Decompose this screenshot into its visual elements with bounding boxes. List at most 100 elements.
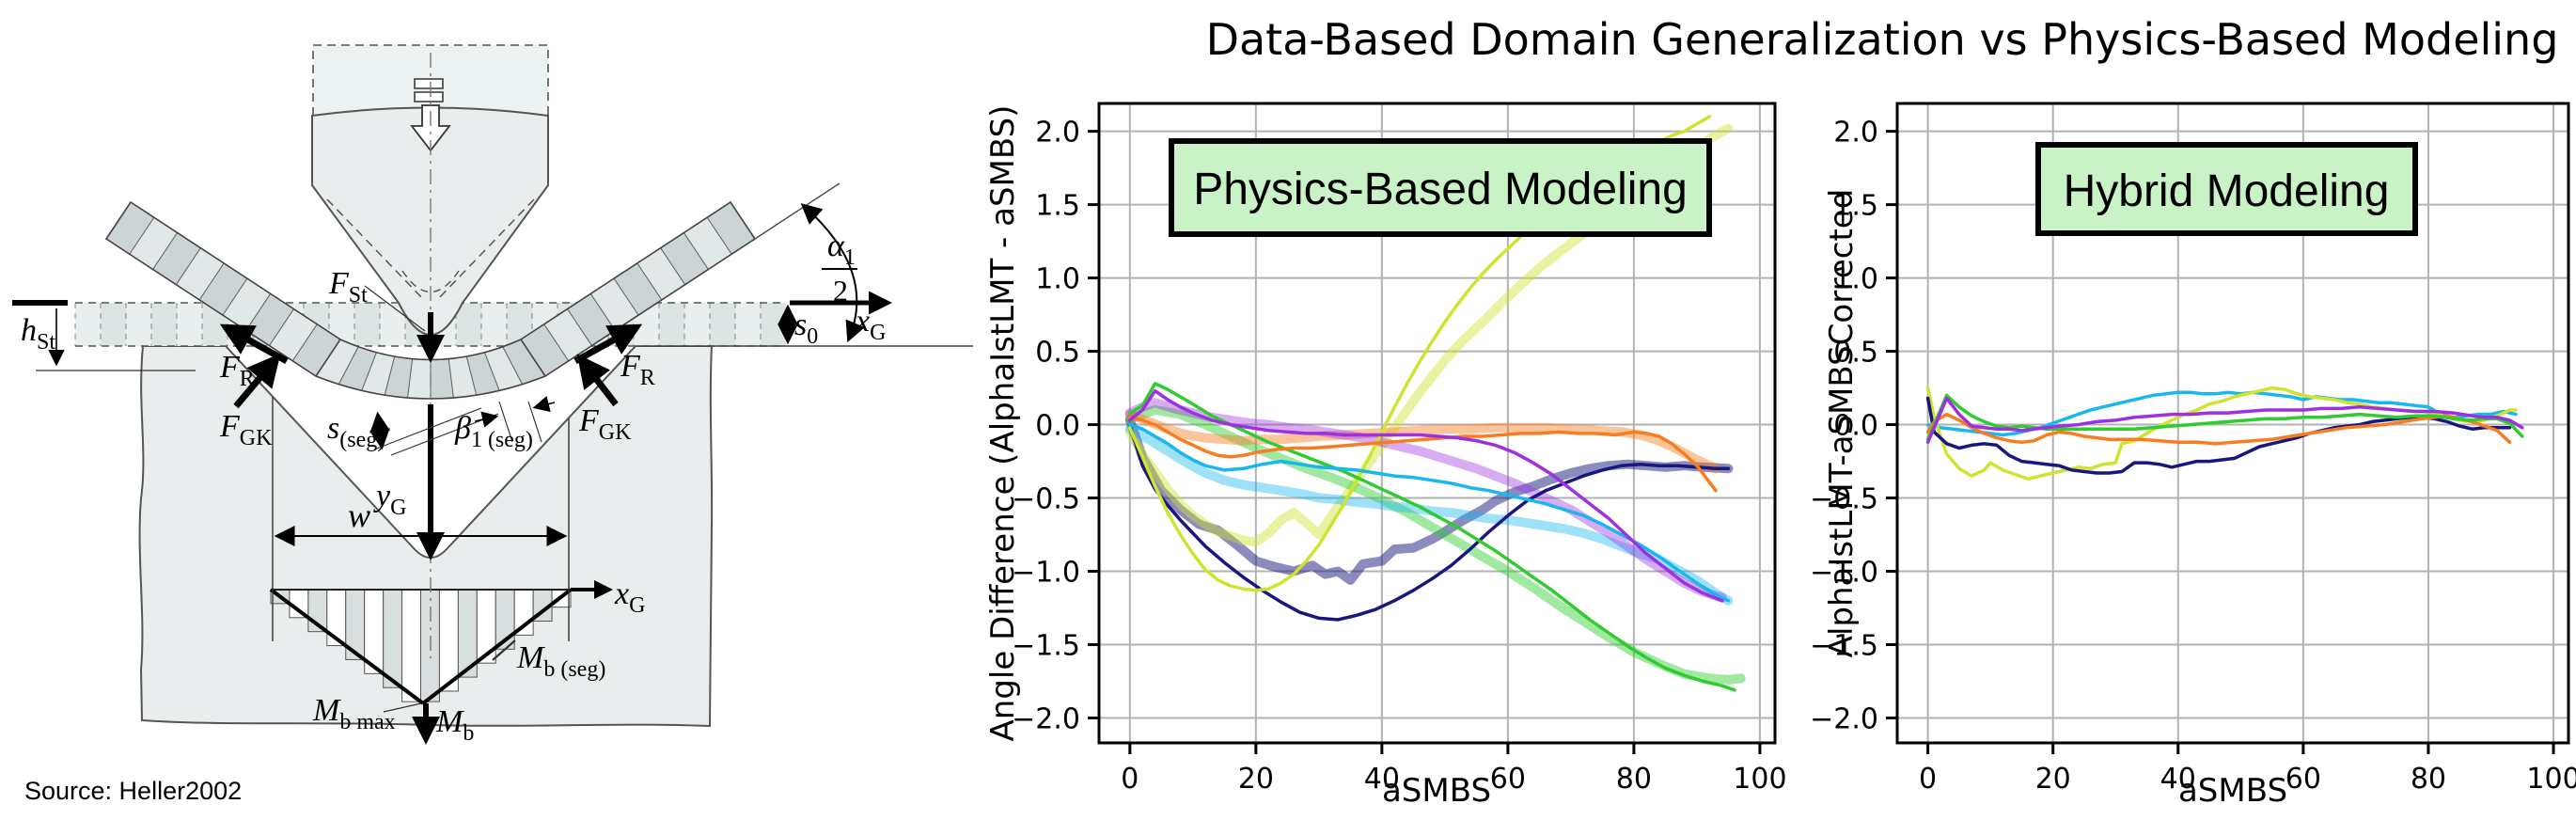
x-tick-label: 60 — [2285, 763, 2321, 796]
y-tick-label: −1.0 — [1810, 557, 1878, 590]
y-tick-label: 2.0 — [1035, 117, 1080, 150]
x-tick-label: 0 — [1121, 763, 1139, 796]
label-xg-sheet: xG — [855, 304, 886, 345]
chart1-ylabel: Angle Difference (AlphaIstLMT - aSMBS) — [984, 105, 1022, 742]
series-green-smoothed — [1124, 405, 1746, 685]
sheet-strip-cell — [75, 303, 101, 346]
sheet-strip-cell — [735, 303, 761, 346]
y-tick-label: 1.5 — [1833, 190, 1878, 223]
punch-dashed-edge-right — [435, 198, 535, 302]
label-hst: hSt — [21, 313, 55, 355]
moment-bar — [438, 589, 459, 692]
y-tick-label: −2.0 — [1810, 702, 1878, 735]
x-tick-label: 100 — [2526, 763, 2576, 796]
annotation-label-hybrid: Hybrid Modeling — [2064, 166, 2390, 216]
axes-spines — [1097, 102, 1777, 745]
beta-line-2 — [527, 401, 542, 443]
x-tick-label: 80 — [2411, 763, 2446, 796]
y-tick-label: −2.0 — [1012, 702, 1080, 735]
y-tick-label: 0.5 — [1035, 337, 1080, 370]
x-tick-label: 40 — [2160, 763, 2196, 796]
label-fr-left: FR — [219, 350, 255, 391]
x-tick-label: 80 — [1616, 763, 1652, 796]
series-orange — [1925, 412, 2512, 446]
label-s0: s0 — [794, 308, 818, 349]
sheet-strip-cell — [456, 303, 481, 346]
fst-leader-line — [364, 285, 426, 332]
sheet-strip-cell — [101, 303, 126, 346]
label-fr-right: FR — [620, 349, 655, 390]
y-tick-label: −1.5 — [1810, 630, 1878, 663]
punch-screw-icon — [414, 91, 444, 102]
moment-bar — [513, 589, 534, 636]
sheet-arm-right-outline — [519, 200, 757, 378]
series-green — [1925, 393, 2524, 441]
mbseg-tick — [492, 639, 516, 661]
alpha-half-arc — [800, 203, 865, 343]
label-sseg: s(seg) — [327, 411, 385, 452]
chart1-xlabel: aSMBS — [1382, 772, 1491, 810]
beta-arrow-1 — [474, 411, 499, 428]
series-cyan-smoothed — [1124, 424, 1734, 606]
series-navy — [1925, 396, 2512, 475]
y-tick-label: 0.0 — [1035, 410, 1080, 443]
y-tick-label: 2.0 — [1833, 117, 1878, 150]
sheet-strip-cell — [151, 303, 177, 346]
sheet-strip-cell — [761, 303, 786, 346]
series-navy-smoothed — [1124, 415, 1734, 585]
y-tick-label: −0.5 — [1012, 483, 1080, 516]
sheet-strip-cell — [126, 303, 151, 346]
chart-physics-based: 0 20 40 60 80 100 2.0 1.5 1.0 0.5 0.0 −0.5 −1.0 −1.5 −… — [1012, 102, 1787, 796]
annotation-box-physics: Physics-Based Modeling — [1169, 138, 1712, 237]
label-fgk-left: FGK — [219, 409, 273, 450]
annotation-label-physics: Physics-Based Modeling — [1193, 165, 1688, 214]
y-tick-label: −1.5 — [1012, 630, 1080, 663]
label-yg: yG — [373, 479, 406, 520]
x-tick-label: 20 — [1238, 763, 1274, 796]
moment-bar — [383, 589, 403, 688]
annotation-box-hybrid: Hybrid Modeling — [2035, 142, 2418, 236]
sheet-strip-cell — [710, 303, 735, 346]
bend-outer-edge — [315, 375, 546, 400]
label-w: w — [348, 497, 370, 534]
figure-title: Data-Based Domain Generalization vs Phys… — [1206, 14, 2559, 65]
punch-dashed-edge-left — [326, 198, 426, 302]
sheet-strip-cell — [481, 303, 507, 346]
y-tick-label: −1.0 — [1012, 557, 1080, 590]
label-mb-max: Mb max — [312, 693, 396, 734]
label-mb: Mb — [435, 704, 474, 746]
y-tick-label: 1.0 — [1035, 263, 1080, 296]
source-caption: Source: Heller2002 — [24, 777, 242, 805]
press-direction-arrow-icon — [410, 104, 451, 152]
axes-spines — [1895, 102, 2570, 745]
beta-arrow-2 — [532, 396, 556, 413]
chart2-xlabel: aSMBS — [2178, 772, 2287, 810]
series-green — [1128, 382, 1736, 692]
bending-diagram: FSt hSt FR FR FGK FGK s0 xG α1 2 s(seg) … — [12, 44, 973, 805]
sheet-strip-cell — [659, 303, 684, 346]
series-purple — [1128, 388, 1724, 603]
y-tick-label: 1.0 — [1833, 263, 1878, 296]
label-fst: FSt — [328, 266, 368, 308]
moment-slope-left — [269, 588, 425, 705]
moment-bar — [401, 589, 421, 702]
ticks: 0 20 40 60 80 100 2.0 1.5 1.0 0.5 0.0 −0.5 −1.0 −1.5 −… — [1012, 117, 1786, 796]
moment-slope-right — [421, 588, 573, 705]
label-mb-seg: Mb (seg) — [516, 640, 605, 682]
series-orange — [1128, 416, 1718, 493]
series-purple — [1925, 396, 2524, 445]
x-tick-label: 40 — [1364, 763, 1400, 796]
label-fgk-right: FGK — [578, 403, 632, 445]
label-alpha-num: α1 — [827, 229, 856, 270]
punch-screw-icon — [414, 78, 444, 89]
sseg-line-1 — [373, 407, 482, 450]
sheet-strip-cell — [684, 303, 710, 346]
y-tick-label: −0.5 — [1810, 483, 1878, 516]
label-alpha-den: 2 — [833, 274, 848, 308]
ticks: 0 20 40 60 80 100 2.0 1.5 1.0 0.5 0.0 −0.5 −1.0 −1.5 −… — [1810, 117, 2576, 796]
sheet-strip-cell — [380, 303, 405, 346]
y-tick-label: 0.5 — [1833, 337, 1878, 370]
label-xg-moment: xG — [614, 576, 645, 618]
force-fgk-left-arrow — [233, 353, 281, 409]
